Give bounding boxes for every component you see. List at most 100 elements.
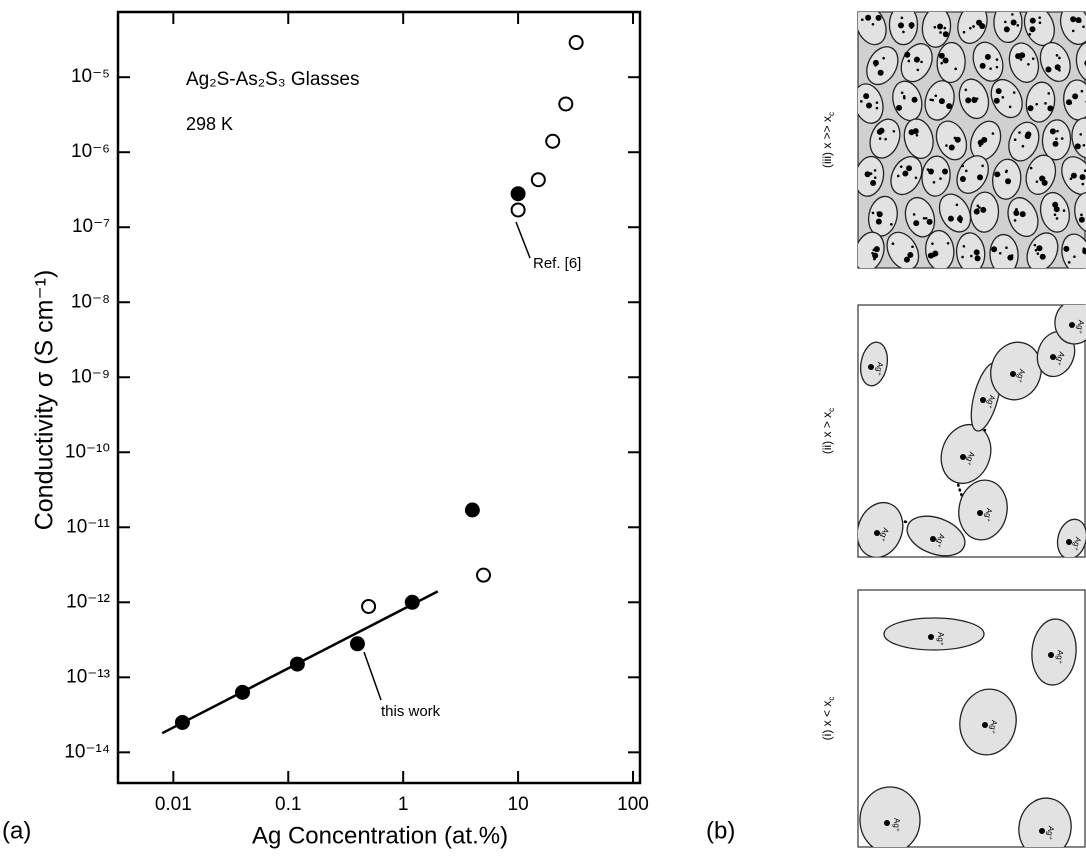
ion [868, 364, 874, 370]
ion [1055, 137, 1058, 141]
ion [910, 26, 913, 29]
ion [1029, 17, 1036, 24]
ion [1010, 254, 1014, 257]
cluster [925, 229, 955, 268]
ion [964, 88, 968, 92]
cluster [904, 196, 936, 238]
ion [1027, 105, 1034, 112]
ion [970, 254, 973, 258]
ion [1004, 20, 1007, 24]
ion [1041, 179, 1048, 186]
cluster [990, 341, 1042, 401]
ion [1027, 62, 1030, 66]
ion [904, 51, 911, 58]
ion [1048, 652, 1054, 658]
ion [989, 67, 992, 70]
ion [961, 164, 965, 168]
ion [1055, 217, 1059, 220]
ion [1042, 177, 1046, 180]
ion [874, 64, 877, 67]
ion [954, 138, 958, 142]
ion [982, 722, 988, 728]
ion [882, 56, 885, 60]
ion [900, 16, 904, 20]
cluster [959, 688, 1017, 756]
cluster [866, 46, 899, 86]
ion [908, 129, 915, 136]
ion [968, 26, 972, 30]
ion [959, 220, 963, 224]
ion [973, 249, 980, 256]
ion [1035, 102, 1038, 106]
ion [1031, 57, 1035, 60]
panel-label: (b) [706, 817, 735, 844]
ion [984, 53, 991, 60]
panel-label: (iii) x >> xc [820, 112, 836, 168]
ion [965, 97, 972, 104]
ion [979, 62, 986, 69]
panel-label: (i) x < xc [820, 697, 836, 741]
ion [876, 62, 879, 66]
ion [954, 136, 961, 143]
ion [972, 25, 975, 28]
ion [953, 136, 957, 140]
ion [934, 94, 938, 98]
data-point [558, 96, 574, 112]
ion [1079, 133, 1083, 136]
ion [1045, 66, 1052, 73]
ion [912, 213, 916, 216]
cluster [955, 232, 986, 268]
ion [1082, 143, 1086, 147]
ion [977, 174, 984, 181]
ion [913, 56, 920, 63]
x-tick-label: 100 [617, 794, 649, 815]
ion [945, 144, 948, 147]
cluster [1059, 12, 1086, 46]
ion [928, 634, 934, 640]
cluster [993, 12, 1023, 44]
ion [960, 454, 966, 460]
cluster [859, 786, 921, 847]
ion [871, 211, 875, 215]
ion [875, 106, 879, 110]
cluster [859, 341, 889, 387]
ion [1069, 322, 1075, 328]
ion [1015, 53, 1022, 60]
ion [1047, 92, 1051, 95]
ion [1070, 172, 1077, 179]
ion [940, 61, 944, 65]
cluster [957, 12, 988, 44]
cluster [858, 231, 885, 268]
data-point [530, 172, 546, 188]
ion [942, 168, 949, 175]
ion [915, 133, 919, 137]
panel-label-text: (iii) x >> x [820, 116, 834, 168]
x-axis-label: Ag Concentration (at.%) [252, 822, 508, 849]
ion [920, 60, 923, 64]
ion [1058, 56, 1061, 60]
ion [933, 25, 937, 29]
ion [903, 256, 910, 263]
ion [1005, 246, 1008, 249]
ion [976, 19, 983, 26]
ion [929, 98, 932, 102]
ion [1055, 54, 1059, 57]
ion [1029, 166, 1033, 170]
ion [995, 65, 999, 69]
ion-label: Ag⁺ [988, 719, 999, 734]
ion [978, 206, 981, 209]
ion [1038, 16, 1041, 19]
ion [877, 69, 884, 76]
ion-label: Ag⁺ [984, 394, 996, 410]
data-point [510, 186, 526, 202]
ion [873, 176, 877, 179]
ion [932, 254, 936, 258]
cluster [1025, 154, 1057, 195]
ion [911, 96, 918, 103]
ion [977, 510, 983, 516]
cluster [903, 118, 934, 159]
ion [1039, 175, 1046, 182]
cluster [858, 501, 904, 557]
cluster [1039, 191, 1070, 233]
ion [926, 218, 933, 225]
